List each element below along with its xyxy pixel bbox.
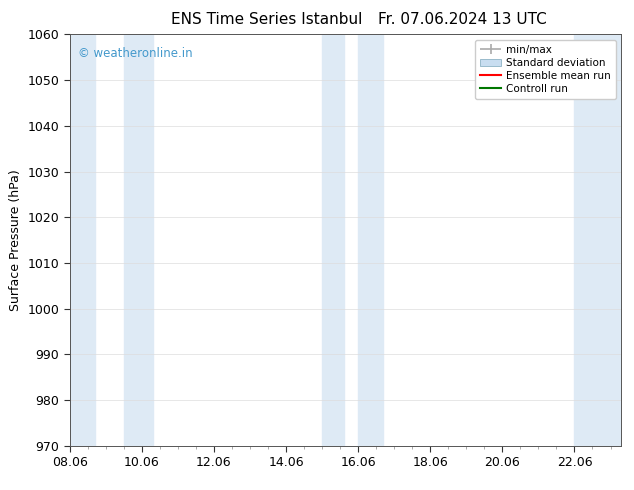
Bar — [70, 34, 95, 446]
Bar — [322, 34, 344, 446]
Bar — [574, 34, 621, 446]
Bar — [358, 34, 384, 446]
Text: © weatheronline.in: © weatheronline.in — [78, 47, 193, 60]
Bar — [124, 34, 153, 446]
Text: Fr. 07.06.2024 13 UTC: Fr. 07.06.2024 13 UTC — [378, 12, 547, 27]
Legend: min/max, Standard deviation, Ensemble mean run, Controll run: min/max, Standard deviation, Ensemble me… — [475, 40, 616, 99]
Y-axis label: Surface Pressure (hPa): Surface Pressure (hPa) — [9, 169, 22, 311]
Text: ENS Time Series Istanbul: ENS Time Series Istanbul — [171, 12, 362, 27]
